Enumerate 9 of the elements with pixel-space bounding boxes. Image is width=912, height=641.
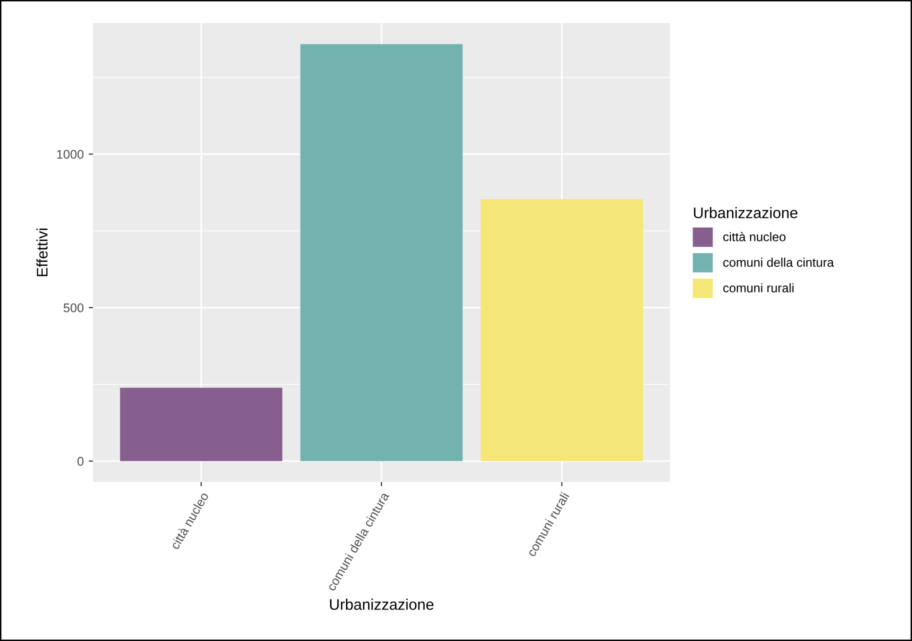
legend-label: città nucleo [723, 232, 786, 242]
x-axis-title: Urbanizzazione [330, 598, 434, 610]
legend-label: comuni della cintura [723, 258, 834, 267]
y-tick-label: 500 [64, 303, 84, 312]
y-tick-label: 0 [78, 456, 84, 466]
y-tick-label: 1000 [57, 150, 84, 159]
legend-title: Urbanizzazione [694, 207, 798, 218]
legend-label: comuni rurali [723, 283, 794, 292]
y-axis-title: Effettivi [36, 228, 48, 276]
